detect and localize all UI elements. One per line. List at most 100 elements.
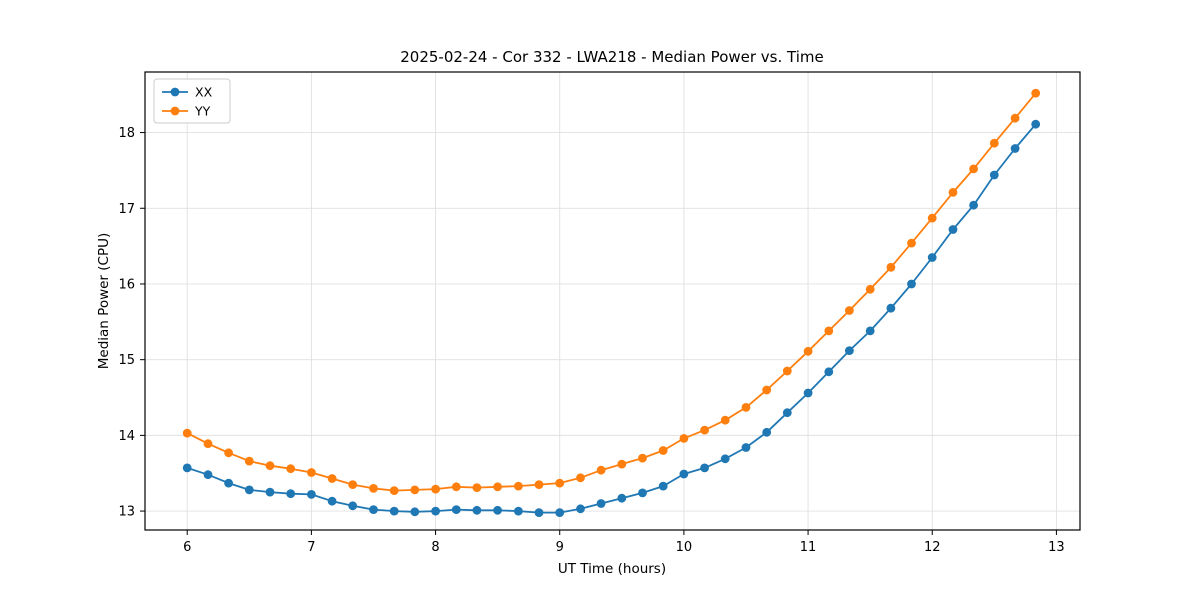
data-point bbox=[782, 366, 792, 376]
data-point bbox=[493, 505, 502, 515]
data-point bbox=[348, 480, 358, 489]
data-point bbox=[969, 200, 978, 210]
data-point bbox=[679, 469, 689, 479]
legend-marker bbox=[170, 106, 180, 116]
data-point bbox=[514, 506, 523, 516]
data-point bbox=[431, 506, 440, 516]
data-point bbox=[493, 482, 502, 492]
data-point bbox=[555, 508, 565, 517]
legend-label: XX bbox=[195, 85, 213, 100]
data-point bbox=[348, 501, 358, 511]
y-axis-label: Median Power (CPU) bbox=[96, 233, 112, 369]
y-tick-label: 14 bbox=[118, 429, 135, 444]
x-tick-label: 10 bbox=[676, 540, 693, 555]
data-point bbox=[1010, 113, 1020, 123]
x-tick-label: 11 bbox=[800, 540, 817, 555]
series-line-yy bbox=[186, 92, 1037, 492]
data-point bbox=[534, 508, 544, 517]
data-point bbox=[410, 507, 420, 517]
data-point bbox=[865, 284, 875, 294]
data-point bbox=[907, 238, 916, 248]
data-point bbox=[451, 482, 461, 492]
data-point bbox=[534, 480, 544, 489]
x-tick-label: 12 bbox=[924, 540, 941, 555]
data-point bbox=[845, 306, 854, 315]
data-point bbox=[327, 474, 337, 483]
data-point bbox=[1031, 119, 1041, 129]
data-point bbox=[182, 463, 192, 473]
y-tick-label: 16 bbox=[118, 277, 135, 292]
data-point bbox=[700, 463, 709, 473]
data-point bbox=[286, 464, 296, 474]
legend-label: YY bbox=[194, 104, 211, 119]
data-point bbox=[617, 459, 627, 469]
y-tick-label: 17 bbox=[118, 202, 135, 217]
chart-title: 2025-02-24 - Cor 332 - LWA218 - Median P… bbox=[400, 48, 824, 66]
data-point bbox=[700, 425, 709, 435]
data-point bbox=[389, 486, 399, 495]
x-tick-label: 7 bbox=[307, 540, 315, 555]
data-point bbox=[927, 253, 937, 262]
data-point bbox=[265, 461, 275, 471]
data-point bbox=[782, 408, 792, 418]
series-xx bbox=[182, 119, 1041, 517]
legend-item-yy: YY bbox=[162, 104, 211, 119]
data-point bbox=[679, 434, 689, 443]
data-point bbox=[658, 446, 668, 455]
data-point bbox=[555, 478, 565, 488]
data-point bbox=[1031, 88, 1041, 98]
data-point bbox=[451, 505, 461, 514]
x-tick-label: 6 bbox=[183, 540, 191, 555]
data-point bbox=[369, 505, 378, 514]
data-point bbox=[389, 506, 399, 516]
data-point bbox=[431, 484, 440, 494]
data-point bbox=[327, 496, 337, 506]
data-point bbox=[824, 367, 834, 377]
data-point bbox=[286, 489, 296, 499]
data-point bbox=[576, 504, 585, 514]
data-point bbox=[576, 473, 585, 483]
data-point bbox=[762, 427, 772, 437]
x-tick-label: 8 bbox=[431, 540, 439, 555]
axis-ticks: 6 7 8 9 10 11 12 13 13 14 15 16 17 18 bbox=[118, 126, 1064, 555]
data-point bbox=[720, 415, 730, 425]
data-point bbox=[803, 388, 813, 398]
data-point bbox=[720, 454, 730, 464]
data-point bbox=[472, 483, 482, 492]
data-point bbox=[596, 499, 606, 508]
data-point bbox=[638, 453, 647, 463]
data-point bbox=[658, 481, 668, 491]
data-point bbox=[514, 481, 523, 491]
grid-lines bbox=[145, 72, 1080, 530]
data-point bbox=[617, 493, 627, 503]
y-tick-label: 18 bbox=[118, 126, 135, 141]
data-point bbox=[182, 428, 192, 438]
data-point bbox=[244, 485, 254, 495]
data-point bbox=[307, 468, 316, 477]
data-point bbox=[907, 279, 916, 289]
data-point bbox=[969, 164, 978, 174]
data-point bbox=[369, 484, 378, 493]
x-axis-label: UT Time (hours) bbox=[558, 561, 666, 577]
data-point bbox=[803, 346, 813, 356]
data-point bbox=[824, 326, 834, 336]
data-point bbox=[886, 303, 896, 313]
legend-box bbox=[153, 78, 231, 124]
series-yy bbox=[182, 88, 1041, 495]
data-point bbox=[307, 490, 316, 499]
y-tick-label: 15 bbox=[118, 353, 135, 368]
data-point bbox=[224, 448, 234, 458]
legend-item-xx: XX bbox=[162, 85, 213, 100]
data-point bbox=[927, 213, 937, 223]
data-series bbox=[182, 88, 1041, 517]
y-tick-label: 13 bbox=[118, 505, 135, 520]
x-tick-label: 13 bbox=[1048, 540, 1065, 555]
data-point bbox=[948, 225, 958, 234]
data-point bbox=[845, 346, 854, 355]
legend: XX YY bbox=[153, 78, 231, 124]
data-point bbox=[1010, 144, 1020, 153]
data-point bbox=[948, 188, 958, 197]
data-point bbox=[989, 170, 999, 180]
data-point bbox=[886, 262, 896, 272]
